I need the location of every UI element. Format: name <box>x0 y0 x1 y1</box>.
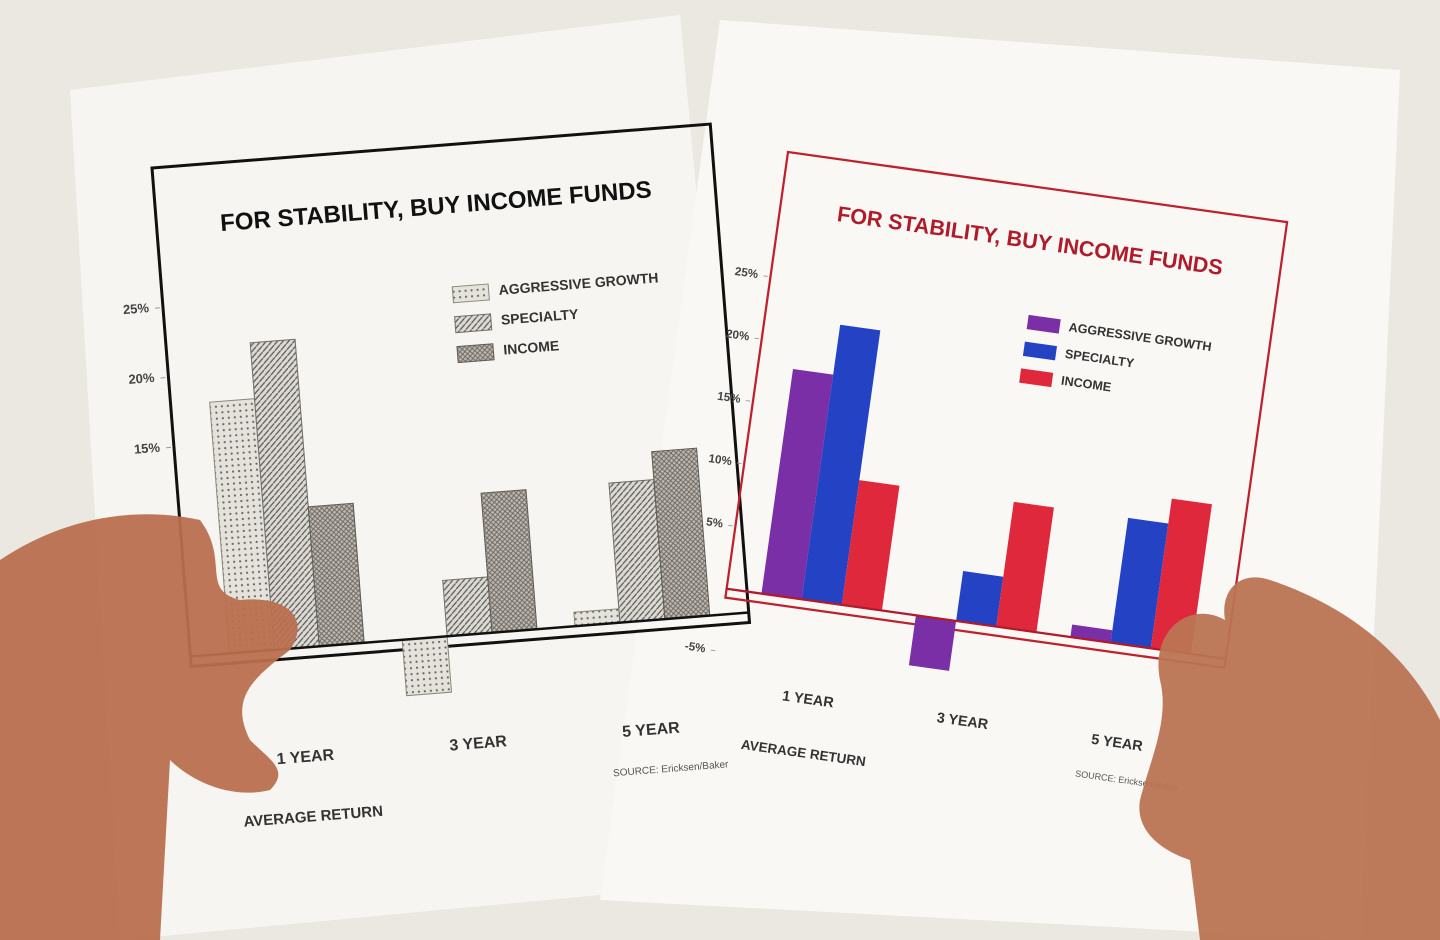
y-tick-label: 5% <box>705 515 724 530</box>
y-tick-label: 10% <box>708 452 734 468</box>
legend-label: SPECIALTY <box>500 306 579 328</box>
bar <box>401 635 453 697</box>
paper <box>70 15 760 940</box>
bar <box>908 615 957 671</box>
tick-mark <box>728 524 733 527</box>
tick-mark <box>710 649 716 652</box>
chart-panel: FOR STABILITY, BUY INCOME FUNDS25%20%15%… <box>122 122 752 831</box>
y-tick-label: 15% <box>133 440 161 457</box>
tick-mark <box>763 275 768 277</box>
bar <box>1110 517 1169 649</box>
tick-mark <box>736 462 742 465</box>
frame <box>150 122 752 669</box>
legend-swatch <box>1019 368 1054 388</box>
bar <box>841 480 900 611</box>
legend-swatch <box>1022 341 1058 361</box>
zero-line <box>726 587 1226 660</box>
y-tick-label: -5% <box>684 640 707 656</box>
x-tick-label: 5 YEAR <box>1090 732 1144 755</box>
x-tick-label: 1 YEAR <box>276 747 335 769</box>
legend-swatch <box>1026 314 1061 334</box>
y-tick-label: 20% <box>725 327 751 343</box>
bar <box>996 501 1054 633</box>
legend-swatch <box>454 313 493 334</box>
x-tick-label: 3 YEAR <box>936 710 990 733</box>
y-tick-label: 20% <box>128 370 156 387</box>
legend-label: INCOME <box>503 337 560 357</box>
y-tick-label: 25% <box>122 300 150 317</box>
frame <box>724 150 1289 670</box>
bar <box>956 571 1004 627</box>
bar <box>1150 498 1212 654</box>
legend-swatch <box>456 343 495 364</box>
hand <box>1139 577 1440 940</box>
x-tick-label: 1 YEAR <box>781 688 835 711</box>
x-tick-label: 5 YEAR <box>622 720 681 742</box>
x-tick-label: 3 YEAR <box>449 733 508 755</box>
y-tick-label: 15% <box>716 390 742 406</box>
legend-label: INCOME <box>1060 374 1112 395</box>
tick-mark <box>745 400 751 402</box>
bar <box>442 576 493 637</box>
hand <box>0 514 298 940</box>
legend-swatch <box>451 283 490 304</box>
tick-mark <box>754 337 760 340</box>
bar <box>761 369 834 600</box>
y-tick-label: 25% <box>734 265 760 281</box>
bar <box>801 324 881 605</box>
